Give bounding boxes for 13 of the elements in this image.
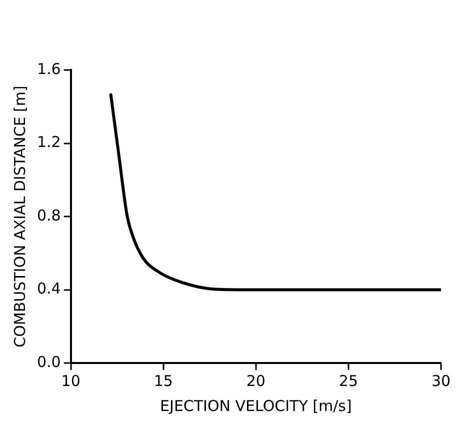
y-tick-label: 1.2	[36, 133, 61, 152]
line-series	[109, 93, 441, 292]
y-axis-title: COMBUSTION AXIAL DISTANCE [m]	[10, 86, 29, 348]
x-tick-label: 30	[431, 372, 451, 390]
y-tick-label: 0.0	[36, 352, 61, 371]
y-tick-label: 0.4	[36, 280, 61, 298]
x-tick-label: 25	[338, 372, 358, 390]
y-tick-label: 1.6	[36, 60, 61, 78]
x-axis-title: EJECTION VELOCITY [m/s]	[160, 396, 352, 415]
y-tick-label: 0.8	[36, 206, 61, 224]
x-tick-label: 20	[246, 372, 266, 390]
x-tick-label: 10	[61, 372, 80, 390]
x-tick-label: 15	[154, 372, 173, 390]
